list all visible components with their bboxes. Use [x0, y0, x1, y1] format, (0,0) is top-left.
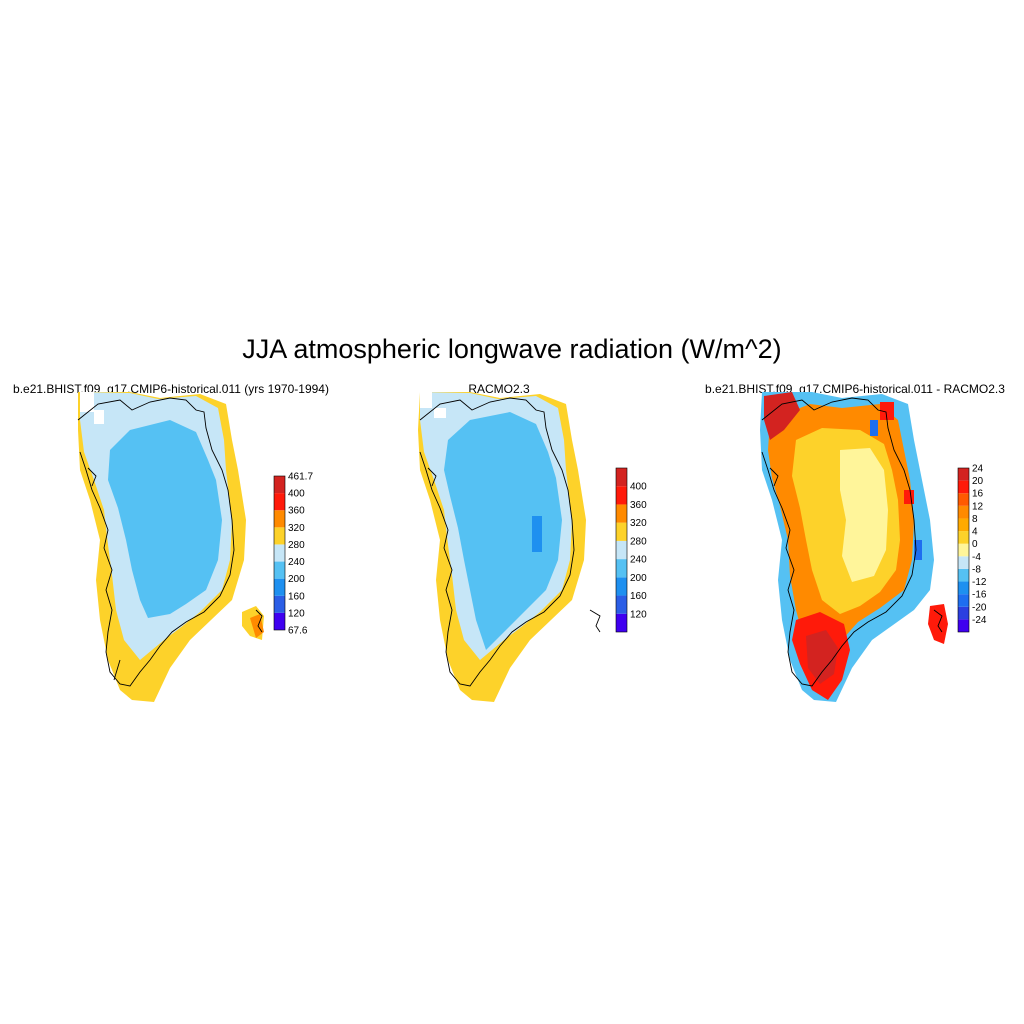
north-stripe-red — [880, 402, 894, 420]
map-panel-model — [77, 392, 264, 702]
colorbar-swatch — [958, 468, 969, 481]
map-panel-racmo — [418, 392, 601, 702]
colorbar-tick-label: 120 — [630, 609, 647, 620]
colorbar-swatch — [274, 493, 285, 511]
colorbar-racmo: 120 160 200 240 280 320 360 400 — [615, 467, 647, 633]
colorbar-swatch — [958, 619, 969, 632]
colorbar-tick-label: 20 — [972, 476, 984, 487]
colorbar-tick-label: 240 — [288, 557, 305, 568]
colorbar-swatch — [958, 581, 969, 595]
coastline — [419, 397, 601, 687]
colorbar-swatch — [274, 561, 285, 579]
colorbar-tick-label: 24 — [972, 464, 984, 475]
colorbar-tick-label: 400 — [288, 489, 305, 500]
interior-core — [840, 448, 888, 582]
colorbar-swatch — [958, 556, 969, 569]
panel-title-racmo: RACMO2.3 — [468, 382, 530, 396]
colorbar-tick-label: -16 — [972, 590, 987, 601]
south-darkred — [806, 630, 838, 684]
colorbar-tick-label: 320 — [288, 523, 305, 534]
colorbar-tick-label: 160 — [288, 591, 305, 602]
colorbar-tick-label: 461.7 — [288, 472, 313, 483]
interior-patch — [532, 516, 542, 552]
colorbar-swatch — [958, 505, 969, 519]
colorbar-tick-label: 280 — [288, 540, 305, 551]
north-red — [764, 392, 800, 440]
colorbar-swatch — [274, 476, 285, 494]
east-island — [928, 604, 948, 644]
colorbar-swatch — [616, 613, 627, 632]
colorbar-tick-label: 360 — [630, 500, 647, 511]
main-title: JJA atmospheric longwave radiation (W/m^… — [242, 334, 782, 364]
colorbar-tick-label: -20 — [972, 602, 987, 613]
colorbar-swatch — [274, 578, 285, 596]
colorbar-swatch — [958, 480, 969, 494]
colorbar-swatch — [958, 543, 969, 557]
colorbar-tick-label: -8 — [972, 564, 981, 575]
colorbar-tick-label: 16 — [972, 489, 984, 500]
colorbar-tick-label: 160 — [630, 591, 647, 602]
interior-ice — [444, 412, 562, 650]
east-stripe-blue — [914, 540, 922, 560]
interior-ice — [108, 420, 222, 618]
colorbar-tick-label: 240 — [630, 555, 647, 566]
colorbar-tick-label: 4 — [972, 527, 978, 538]
colorbar-swatch — [616, 559, 627, 578]
colorbar-tick-label: 12 — [972, 501, 984, 512]
colorbar-swatch — [616, 540, 627, 560]
colorbar-tick-label: 280 — [630, 536, 647, 547]
colorbar-tick-label: 200 — [288, 574, 305, 585]
colorbar-swatch — [958, 531, 969, 544]
colorbar-swatch — [958, 493, 969, 506]
colorbar-swatch — [274, 612, 285, 630]
coastline — [77, 397, 263, 687]
colorbar-tick-label: 67.6 — [288, 626, 308, 637]
colorbar-swatch — [958, 518, 969, 532]
north-stripe-blue — [870, 420, 878, 436]
colorbar-model: 67.6 120 160 200 240 280 320 360 400 461.7 — [273, 472, 313, 637]
colorbar-swatch — [616, 504, 627, 523]
colorbar-tick-label: 0 — [972, 539, 978, 550]
colorbar-tick-label: 8 — [972, 514, 978, 525]
colorbar-tick-label: -12 — [972, 577, 987, 588]
colorbar-swatch — [274, 527, 285, 545]
map-panel-difference — [760, 392, 948, 702]
colorbar-swatch — [274, 595, 285, 613]
colorbar-tick-label: -24 — [972, 615, 987, 626]
colorbar-swatch — [274, 510, 285, 528]
colorbar-tick-label: 360 — [288, 506, 305, 517]
colorbar-swatch — [616, 486, 627, 505]
colorbar-swatch — [958, 568, 969, 582]
colorbar-tick-label: 200 — [630, 573, 647, 584]
colorbar-swatch — [616, 468, 627, 487]
colorbar-tick-label: 120 — [288, 608, 305, 619]
coastline — [761, 397, 943, 687]
colorbar-swatch — [958, 594, 969, 607]
colorbar-swatch — [616, 522, 627, 541]
colorbar-tick-label: 400 — [630, 482, 647, 493]
colorbar-swatch — [274, 544, 285, 562]
colorbar-swatch — [616, 577, 627, 596]
colorbar-swatch — [616, 595, 627, 614]
east-stripe-red — [904, 490, 914, 504]
colorbar-tick-label: 320 — [630, 518, 647, 529]
colorbar-tick-label: -4 — [972, 552, 981, 563]
colorbar-swatch — [958, 606, 969, 620]
